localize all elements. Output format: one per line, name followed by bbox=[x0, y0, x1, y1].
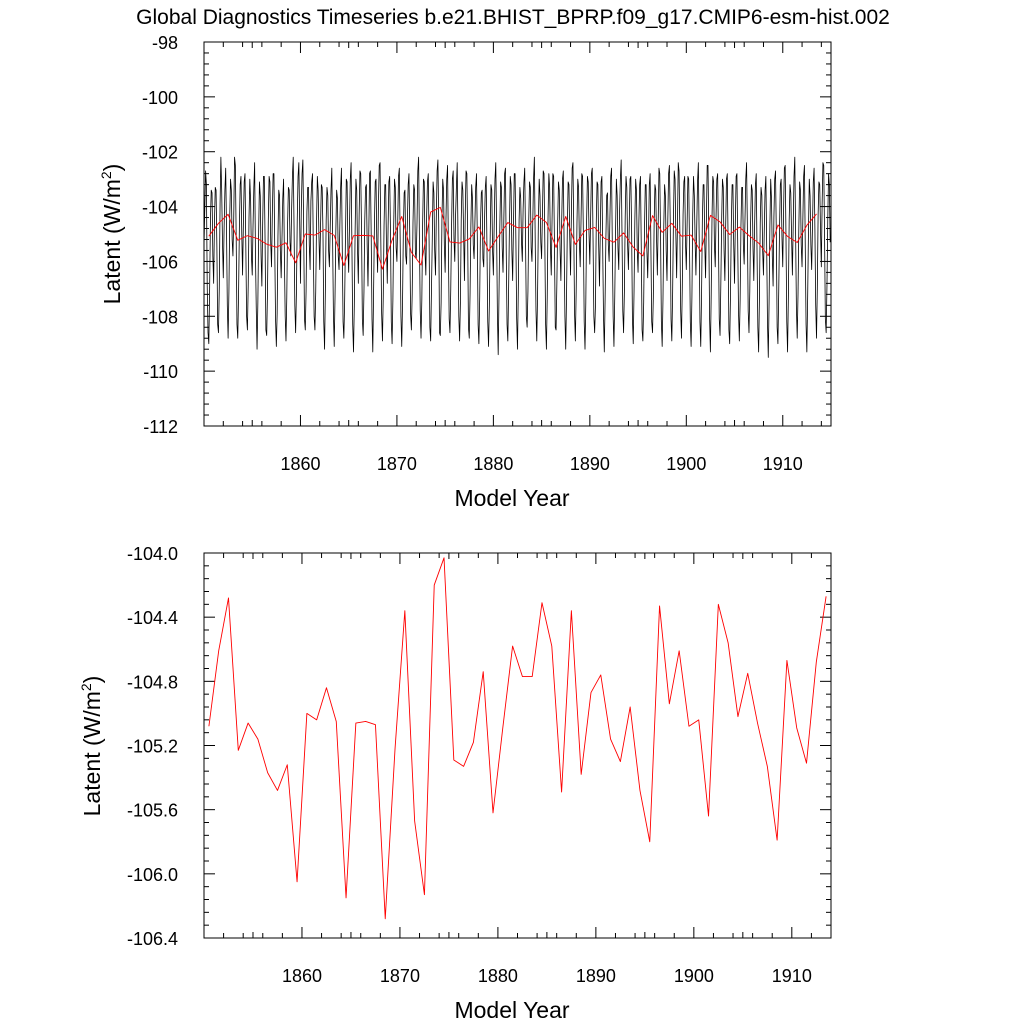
bottom-ytick-label: -104.8 bbox=[127, 672, 178, 692]
top-xtick-label: 1880 bbox=[473, 454, 513, 474]
top-xtick-label: 1860 bbox=[280, 454, 320, 474]
bottom-ylabel-sup: 2 bbox=[78, 683, 94, 691]
bottom-xtick-label: 1870 bbox=[380, 966, 420, 986]
figure-title: Global Diagnostics Timeseries b.e21.BHIS… bbox=[136, 6, 890, 29]
bottom-panel-xlabel: Model Year bbox=[454, 997, 569, 1023]
bottom-panel-ylabel: Latent (W/m2) bbox=[78, 676, 105, 817]
top-ytick-label: -104 bbox=[142, 198, 178, 218]
bottom-xtick-label: 1900 bbox=[674, 966, 714, 986]
top-xtick-label: 1900 bbox=[666, 454, 706, 474]
bottom-ytick-label: -106.4 bbox=[127, 929, 178, 949]
top-ytick-label: -102 bbox=[142, 143, 178, 163]
bottom-ytick-label: -104.4 bbox=[127, 608, 178, 628]
bottom-ylabel-main: Latent (W/m bbox=[79, 691, 105, 816]
bottom-panel-frame bbox=[203, 552, 832, 939]
bottom-xtick-label: 1860 bbox=[282, 966, 322, 986]
top-ytick-label: -110 bbox=[143, 362, 178, 382]
top-panel: 1860 1870 1880 1890 1900 1910 -112 -110 -108 -106… bbox=[98, 33, 832, 511]
bottom-ytick-label: -104.0 bbox=[127, 544, 178, 564]
bottom-xtick-label: 1890 bbox=[576, 966, 616, 986]
top-xtick-label: 1890 bbox=[570, 454, 610, 474]
top-ytick-label: -100 bbox=[142, 88, 178, 108]
top-panel-series bbox=[203, 156, 831, 358]
top-panel-frame bbox=[203, 41, 832, 427]
bottom-ytick-label: -106.0 bbox=[127, 865, 178, 885]
top-xtick-label: 1910 bbox=[763, 454, 803, 474]
top-series-annual bbox=[208, 206, 817, 270]
top-series-monthly bbox=[203, 156, 831, 358]
top-ylabel-sup: 2 bbox=[98, 171, 114, 179]
top-xtick-label: 1870 bbox=[377, 454, 417, 474]
top-panel-tick-labels: 1860 1870 1880 1890 1900 1910 -112 -110 -108 -106… bbox=[142, 33, 803, 474]
top-ylabel-main: Latent (W/m bbox=[99, 179, 125, 304]
top-ytick-label: -98 bbox=[152, 33, 178, 53]
bottom-panel-ticks bbox=[203, 552, 832, 939]
top-panel-xlabel: Model Year bbox=[454, 485, 569, 511]
top-ytick-label: -108 bbox=[142, 307, 178, 327]
bottom-ylabel-tail: ) bbox=[79, 676, 105, 684]
bottom-xtick-label: 1880 bbox=[478, 966, 518, 986]
bottom-panel-series bbox=[208, 557, 827, 920]
top-ylabel-tail: ) bbox=[99, 164, 125, 172]
top-ytick-label: -106 bbox=[142, 252, 178, 272]
bottom-xtick-label: 1910 bbox=[772, 966, 812, 986]
top-panel-ylabel: Latent (W/m2) bbox=[98, 164, 125, 305]
top-ytick-label: -112 bbox=[143, 417, 178, 437]
bottom-ytick-label: -105.2 bbox=[127, 737, 178, 757]
bottom-panel: 1860 1870 1880 1890 1900 1910 -106.4 -106.0 -105… bbox=[78, 544, 832, 1023]
bottom-ytick-label: -105.6 bbox=[127, 801, 178, 821]
bottom-panel-tick-labels: 1860 1870 1880 1890 1900 1910 -106.4 -106.0 -105… bbox=[127, 544, 812, 986]
top-panel-ticks bbox=[203, 41, 832, 427]
bottom-series-annual bbox=[208, 557, 827, 920]
